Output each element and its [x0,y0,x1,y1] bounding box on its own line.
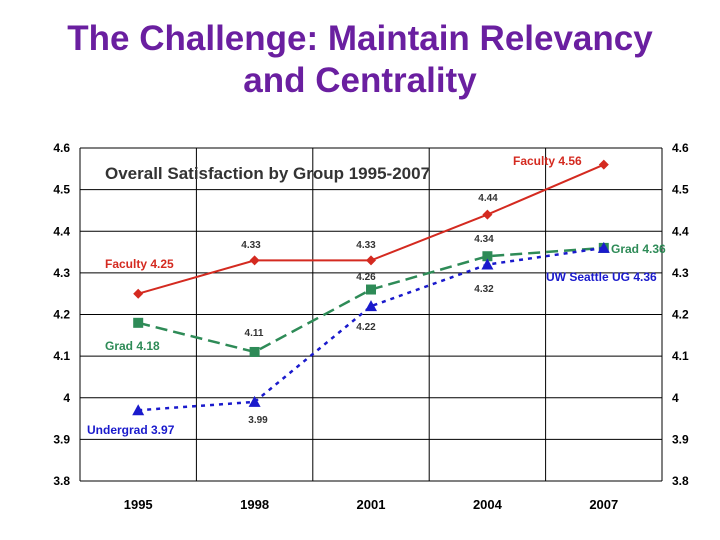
data-label-grad: 4.11 [245,328,264,339]
data-point-faculty [366,255,376,266]
y-tick-label-right: 4.6 [672,141,689,155]
data-label-grad: 4.26 [356,272,376,283]
x-tick-label: 2001 [357,497,386,512]
data-label-undergrad: 4.32 [474,284,494,295]
data-point-faculty [598,159,609,170]
data-point-faculty [249,255,260,266]
data-label-undergrad: 4.22 [356,322,376,333]
y-tick-label-right: 3.9 [672,432,689,446]
x-tick-label: 1998 [240,497,269,512]
data-point-undergrad [365,300,377,312]
data-label-faculty: 4.33 [241,240,261,251]
data-point-undergrad [481,258,494,270]
y-tick-label-right: 3.8 [672,474,689,488]
data-label-undergrad: 3.99 [248,415,268,426]
data-point-grad [249,346,260,357]
y-tick-label-right: 4.3 [672,266,689,280]
y-tick-label-left: 4.4 [53,224,70,238]
y-tick-label-right: 4.5 [672,183,689,197]
chart-axes: 4.6 4.6 4.5 4.5 4.4 4.4 4.3 4.3 4.2 4.2 4.1 4.1 4 4 3.… [53,141,689,512]
page-title: The Challenge: Maintain Relevancy and Ce… [0,18,720,102]
y-tick-label-right: 4.1 [672,349,689,363]
y-tick-label-left: 4.2 [53,308,70,322]
data-label-undergrad: Undergrad 3.97 [87,423,175,437]
y-tick-label-left: 4 [63,391,70,405]
data-point-grad [133,317,144,328]
y-tick-label-left: 4.6 [53,141,70,155]
x-tick-label: 2004 [473,497,503,512]
x-tick-label: 2007 [589,497,618,512]
page-title-line-2: and Centrality [243,61,477,100]
chart-data-labels: Faculty 4.25 4.33 4.33 4.44 Faculty 4.56 Grad… [87,154,666,437]
y-tick-label-right: 4 [672,391,679,405]
data-point-undergrad [597,241,610,253]
y-tick-label-right: 4.4 [672,224,689,238]
data-point-grad [366,284,376,295]
data-label-grad: Grad 4.18 [105,339,160,353]
data-point-grad [482,251,493,262]
y-tick-label-left: 4.3 [53,266,70,280]
y-tick-label-left: 4.1 [53,349,70,363]
page-title-line-1: The Challenge: Maintain Relevancy [67,19,653,58]
chart-series [132,159,610,416]
data-point-undergrad [248,395,261,407]
data-label-faculty: Faculty 4.25 [105,257,174,271]
y-tick-label-right: 4.2 [672,308,689,322]
data-label-faculty: 4.33 [356,240,376,251]
data-label-faculty: 4.44 [478,193,498,204]
chart-title: Overall Satisfaction by Group 1995-2007 [105,164,430,183]
y-tick-label-left: 3.9 [53,432,70,446]
data-label-faculty: Faculty 4.56 [513,154,582,168]
y-tick-label-left: 3.8 [53,474,70,488]
chart-grid [79,147,663,482]
data-label-grad: Grad 4.36 [611,242,666,256]
data-label-grad: 4.34 [474,234,494,245]
x-tick-label: 1995 [124,497,153,512]
data-label-undergrad: UW Seattle UG 4.36 [546,270,657,284]
data-point-faculty [482,209,493,220]
data-point-undergrad [132,404,145,416]
y-tick-label-left: 4.5 [53,183,70,197]
data-point-faculty [133,288,144,299]
